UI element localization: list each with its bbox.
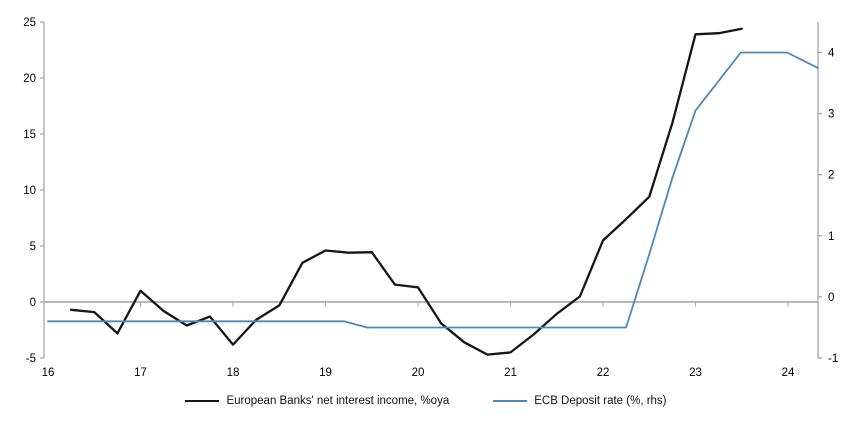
right-axis-tick-label: 3 [828, 109, 834, 121]
x-axis-year-label: 18 [227, 367, 240, 379]
left-axis-tick-label: 20 [23, 73, 36, 85]
legend-item-ecb-deposit-rate: ECB Deposit rate (%, rhs) [493, 395, 667, 407]
x-axis-year-label: 23 [689, 367, 702, 379]
right-axis-tick-label: 0 [828, 292, 834, 304]
left-axis-tick-label: 10 [23, 185, 36, 197]
left-axis-tick-label: 0 [30, 297, 36, 309]
x-axis-year-label: 20 [412, 367, 425, 379]
x-axis-year-label: 17 [134, 367, 147, 379]
x-axis-year-label: 16 [42, 367, 55, 379]
x-axis-year-label: 22 [597, 367, 610, 379]
legend-item-net-interest-income: European Banks' net interest income, %oy… [185, 395, 449, 407]
left-axis-tick-label: -5 [26, 353, 36, 365]
x-axis-year-label: 21 [504, 367, 517, 379]
right-axis-tick-label: -1 [828, 353, 838, 365]
x-axis-year-label: 19 [319, 367, 332, 379]
left-axis-tick-label: 5 [30, 241, 36, 253]
legend-line-swatch-blue [493, 400, 528, 402]
chart-legend: European Banks' net interest income, %oy… [0, 395, 852, 407]
right-axis-tick-label: 4 [828, 48, 835, 60]
legend-line-swatch-black [185, 400, 220, 402]
left-axis-tick-label: 15 [23, 129, 36, 141]
series-line-ecb-deposit-rate [47, 51, 819, 329]
series-line-net-interest-income [69, 27, 743, 356]
legend-label-net-interest-income: European Banks' net interest income, %oy… [226, 395, 450, 407]
x-axis-year-label: 24 [782, 367, 795, 379]
right-axis-tick-label: 1 [828, 231, 834, 243]
left-axis-tick-label: 25 [23, 17, 36, 29]
legend-label-ecb-deposit-rate: ECB Deposit rate (%, rhs) [534, 395, 667, 407]
right-axis-tick-label: 2 [828, 170, 834, 182]
